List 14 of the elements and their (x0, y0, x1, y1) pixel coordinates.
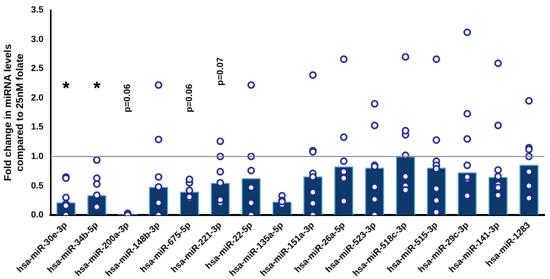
y-tick-label: 2.0 (30, 92, 44, 102)
annotation: * (93, 78, 100, 98)
annotation: p=0.07 (214, 57, 225, 86)
annotation: p=0.06 (122, 84, 132, 112)
y-tick-label: 0.0 (30, 210, 44, 220)
y-tick-label: 1.5 (30, 122, 44, 132)
y-tick-label: 1.0 (30, 150, 44, 161)
annotation: p=0.06 (184, 84, 194, 112)
y-tick-label: 3.0 (30, 34, 44, 44)
y-tick-label: 3.5 (30, 4, 44, 14)
annotation: * (62, 78, 70, 98)
y-tick-label: 2.5 (30, 63, 44, 74)
y-axis-title: Fold change in miRNA levels compared to 25nM folate (2, 44, 26, 181)
y-tick-label: 0.5 (30, 180, 44, 190)
